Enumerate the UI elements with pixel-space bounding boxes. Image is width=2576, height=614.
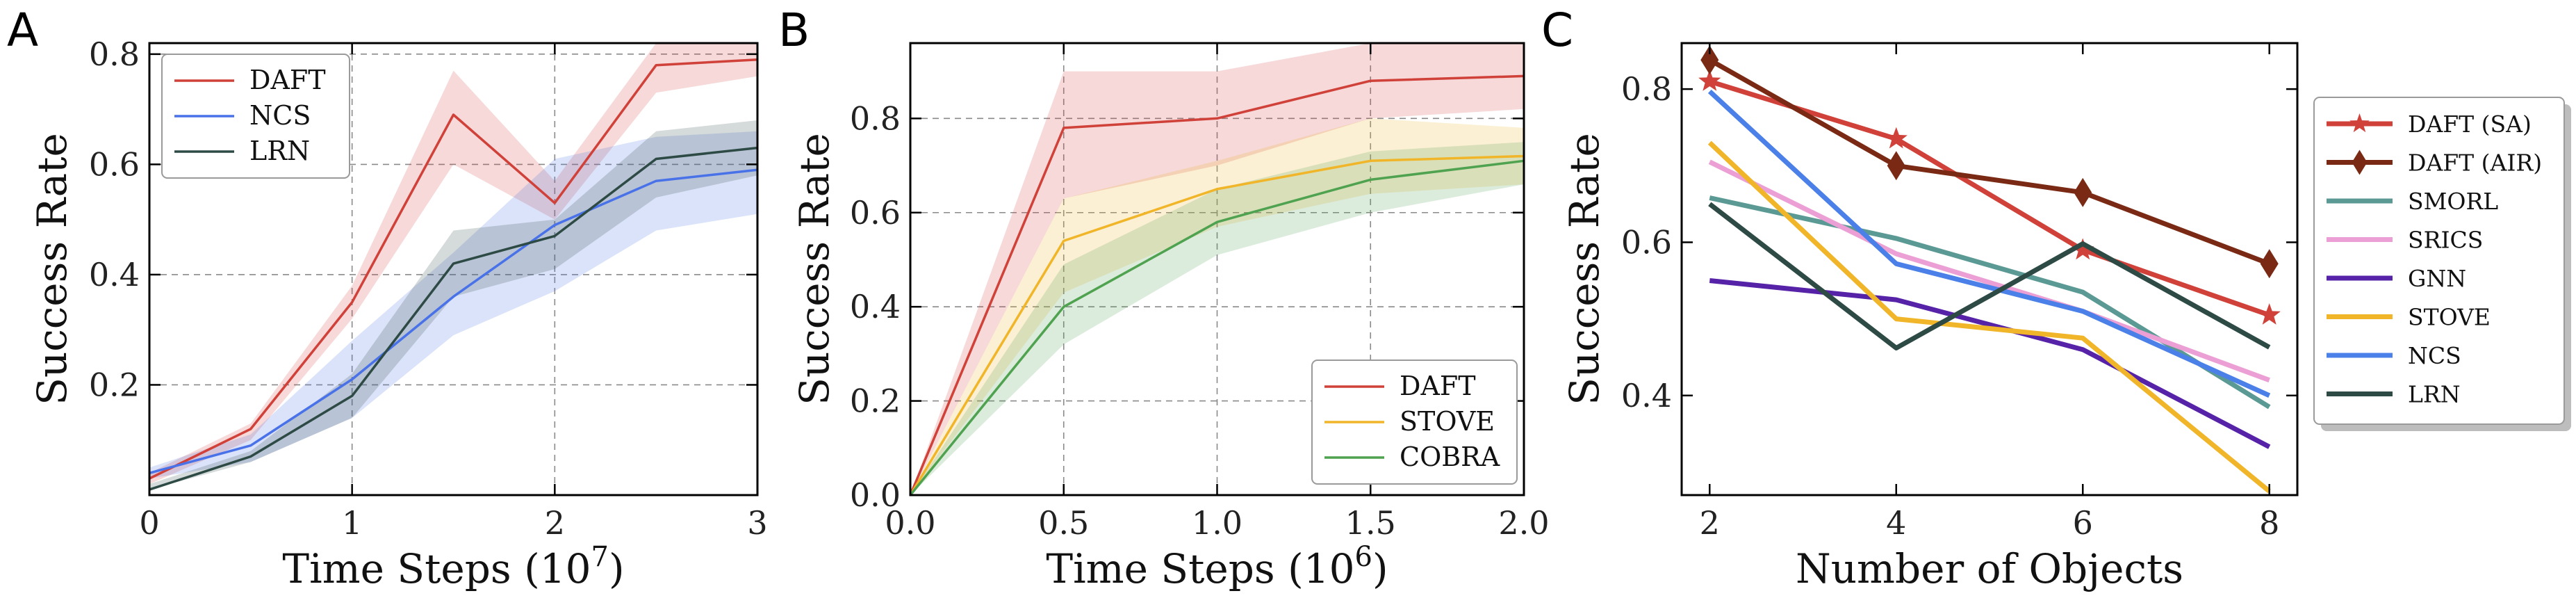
- x-tick-label: 3: [747, 504, 767, 542]
- plot-frame: [148, 42, 759, 496]
- series-line-daft-air: [1708, 58, 2270, 266]
- x-tick-label: 0.5: [1038, 504, 1089, 542]
- legend-label-daft: DAFT: [249, 65, 326, 95]
- x-tick-label: 1.0: [1192, 504, 1242, 542]
- y-tick-label: 0.6: [89, 145, 140, 183]
- legend-label-ncs: NCS: [2408, 342, 2461, 369]
- x-axis-label-text: Number of Objects: [1796, 545, 2183, 592]
- data-point-daft-sa: [1885, 127, 1908, 149]
- legend-label-ncs: NCS: [249, 100, 311, 131]
- legend-label-cobra: COBRA: [1400, 442, 1500, 472]
- panel-letter-a: A: [7, 3, 38, 57]
- x-tick-label: 2: [545, 504, 565, 542]
- confidence-band-daft: [149, 43, 757, 485]
- y-tick-label: 0.8: [850, 99, 901, 137]
- y-axis-label: Success Rate: [1561, 133, 1608, 405]
- series-line-smorl: [1709, 195, 2271, 410]
- series-line-srics: [1708, 159, 2270, 382]
- data-point-daft-air: [1887, 151, 1905, 181]
- legend-label-srics: SRICS: [2408, 227, 2483, 254]
- confidence-band-ncs: [149, 131, 757, 479]
- data-point-daft-sa: [2072, 238, 2094, 260]
- x-axis-label-close: ): [1372, 545, 1388, 592]
- legend-label-daft: DAFT: [1400, 371, 1476, 401]
- y-tick-label: 0.8: [1621, 70, 1672, 108]
- chart-panel-b: 0.0 0.5 1.0 1.5 2.0 0.0 0.2 0.4 0.6 0.8 Time Steps…: [791, 42, 1550, 592]
- y-tick-label: 0.2: [89, 366, 140, 403]
- series-line-stove: [1707, 140, 2271, 494]
- x-axis-label-text: Time Steps (10: [282, 545, 591, 592]
- legend-box: [161, 54, 350, 179]
- y-tick-label: 0.6: [850, 194, 901, 232]
- y-tick-label: 0.8: [89, 35, 140, 73]
- series-line-gnn: [1709, 278, 2271, 449]
- data-point-daft-air: [2260, 249, 2279, 279]
- x-axis-label: Time Steps (106): [1046, 541, 1388, 592]
- x-axis-label-exponent: 7: [591, 541, 609, 573]
- legend-box: [2313, 97, 2565, 425]
- data-point-daft-sa: [2258, 303, 2281, 325]
- chart-panel-a: 0 1 2 3 0.2 0.4 0.6 0.8 Time Steps (107) Success …: [28, 35, 768, 592]
- data-point-daft-sa: [1698, 70, 1721, 91]
- series-line-daft: [149, 58, 758, 480]
- legend-marker-daft-air: [2352, 150, 2368, 175]
- legend-marker-daft-sa: [2349, 113, 2370, 133]
- confidence-band-daft: [910, 43, 1524, 495]
- x-tick-label: 6: [2073, 504, 2093, 542]
- x-axis-label-text: Time Steps (10: [1046, 545, 1354, 592]
- y-tick-label: 0.4: [89, 256, 140, 293]
- y-tick-label: 0.4: [1621, 377, 1672, 414]
- y-tick-label: 0.4: [850, 288, 901, 325]
- plot-frame: [1680, 42, 2299, 496]
- x-tick-label: 2.0: [1498, 504, 1549, 542]
- legend-label-stove: STOVE: [2408, 304, 2491, 331]
- legend-box: [1311, 359, 1518, 485]
- y-tick-label: 0.6: [1621, 223, 1672, 261]
- panel-letter-c: C: [1541, 3, 1573, 57]
- y-tick-label: 0.2: [850, 382, 901, 420]
- x-axis-label-exponent: 6: [1355, 541, 1372, 573]
- legend-label-daft-sa: DAFT (SA): [2408, 111, 2532, 138]
- legend-label-lrn: LRN: [2408, 381, 2461, 408]
- x-tick-label: 0.0: [885, 504, 935, 542]
- x-tick-label: 0: [139, 504, 159, 542]
- y-axis-label: Success Rate: [28, 133, 76, 405]
- y-axis-label: Success Rate: [791, 133, 838, 405]
- x-tick-label: 4: [1886, 504, 1906, 542]
- x-axis-label-close: ): [609, 545, 625, 592]
- confidence-band-cobra: [910, 142, 1524, 495]
- confidence-band-stove: [910, 118, 1524, 496]
- x-axis-label: Number of Objects: [1796, 545, 2183, 592]
- x-tick-label: 1.5: [1345, 504, 1396, 542]
- series-line-ncs: [149, 168, 758, 474]
- legend-label-daft-air: DAFT (AIR): [2408, 150, 2542, 177]
- series-line-lrn: [1708, 202, 2271, 350]
- legend-label-smorl: SMORL: [2408, 188, 2498, 215]
- legend-label-gnn: GNN: [2408, 265, 2466, 292]
- y-tick-label: 0.0: [850, 476, 901, 514]
- confidence-band-lrn: [149, 120, 757, 490]
- data-point-daft-air: [2074, 177, 2092, 207]
- panel-letter-b: B: [778, 3, 810, 57]
- x-axis-label: Time Steps (107): [282, 541, 624, 592]
- x-tick-label: 8: [2259, 504, 2279, 542]
- series-line-daft: [909, 74, 1525, 496]
- legend-label-lrn: LRN: [249, 136, 310, 166]
- series-line-lrn: [149, 146, 758, 491]
- legend-label-stove: STOVE: [1400, 406, 1495, 437]
- x-tick-label: 2: [1700, 504, 1720, 542]
- data-point-daft-air: [1700, 45, 1719, 75]
- chart-panel-c: 2 4 6 8 0.4 0.6 0.8 Number of Objects Success Ra…: [1561, 42, 2571, 592]
- x-tick-label: 1: [342, 504, 362, 542]
- series-line-ncs: [1707, 89, 2271, 398]
